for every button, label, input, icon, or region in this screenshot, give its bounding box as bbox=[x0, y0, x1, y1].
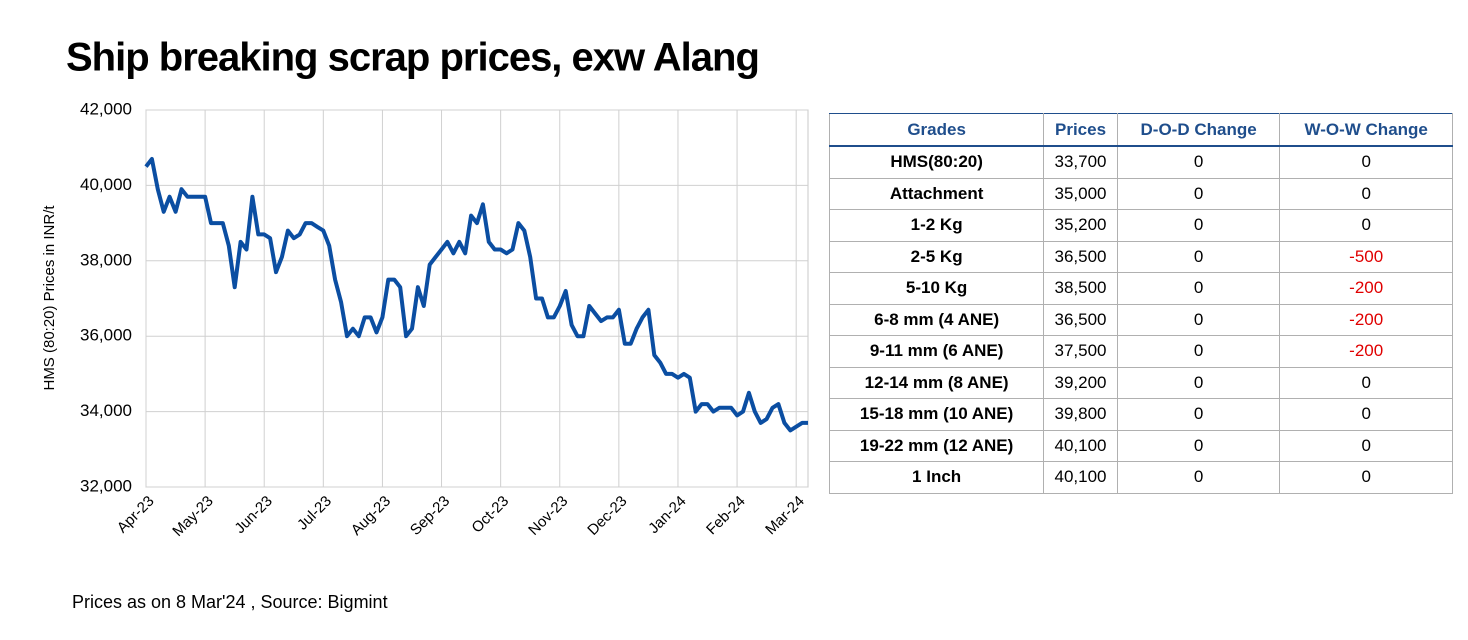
table-cell: 0 bbox=[1116, 177, 1281, 210]
header-cell: W-O-W Change bbox=[1279, 113, 1453, 147]
table-cell: 0 bbox=[1279, 461, 1453, 494]
table-row: 1-2 Kg 35,200 0 0 bbox=[828, 209, 1453, 242]
table-row: 1 Inch 40,100 0 0 bbox=[828, 461, 1453, 494]
table-cell: 38,500 bbox=[1043, 272, 1118, 305]
y-axis-label: HMS (80:20) Prices in INR/t bbox=[41, 205, 58, 391]
x-tick-label: Oct-23 bbox=[468, 493, 512, 537]
y-tick-label: 32,000 bbox=[80, 476, 132, 495]
table-cell: 33,700 bbox=[1043, 145, 1118, 179]
table-cell: 36,500 bbox=[1043, 240, 1118, 273]
table-cell: 6-8 mm (4 ANE) bbox=[828, 303, 1045, 336]
header-row: Grades Prices D-O-D Change W-O-W Change bbox=[828, 113, 1453, 147]
y-tick-label: 38,000 bbox=[80, 250, 132, 269]
table-cell: -200 bbox=[1279, 303, 1453, 336]
y-tick-label: 34,000 bbox=[80, 401, 132, 420]
table-cell: 0 bbox=[1279, 429, 1453, 462]
table-cell: 15-18 mm (10 ANE) bbox=[828, 398, 1045, 431]
table-cell: 0 bbox=[1279, 366, 1453, 399]
table-cell: 0 bbox=[1116, 303, 1281, 336]
table-row: 15-18 mm (10 ANE) 39,800 0 0 bbox=[828, 398, 1453, 431]
table-cell: 1 Inch bbox=[828, 461, 1045, 494]
table-cell: 0 bbox=[1279, 145, 1453, 179]
table-cell: 0 bbox=[1279, 209, 1453, 242]
table-cell: 0 bbox=[1116, 429, 1281, 462]
table-cell: -200 bbox=[1279, 335, 1453, 368]
table-cell: 0 bbox=[1116, 335, 1281, 368]
price-table: Grades Prices D-O-D Change W-O-W Change HMS(… bbox=[828, 113, 1453, 494]
table-cell: 39,200 bbox=[1043, 366, 1118, 399]
table-cell: 5-10 Kg bbox=[828, 272, 1045, 305]
x-tick-label: Jul-23 bbox=[294, 493, 335, 534]
x-tick-label: Mar-24 bbox=[762, 493, 808, 539]
table-cell: -500 bbox=[1279, 240, 1453, 273]
header-cell: D-O-D Change bbox=[1116, 113, 1281, 147]
table-cell: 19-22 mm (12 ANE) bbox=[828, 429, 1045, 462]
table-cell: 0 bbox=[1279, 398, 1453, 431]
table-cell: 0 bbox=[1116, 398, 1281, 431]
table-cell: 0 bbox=[1116, 366, 1281, 399]
y-tick-label: 36,000 bbox=[80, 326, 132, 345]
table-row: 2-5 Kg 36,500 0 -500 bbox=[828, 240, 1453, 273]
price-line bbox=[144, 157, 808, 433]
table-row: 12-14 mm (8 ANE) 39,200 0 0 bbox=[828, 366, 1453, 399]
x-tick-label: Dec-23 bbox=[584, 493, 630, 539]
table-row: 5-10 Kg 38,500 0 -200 bbox=[828, 272, 1453, 305]
table-cell: HMS(80:20) bbox=[828, 145, 1045, 179]
header-cell: Grades bbox=[828, 113, 1045, 147]
table-row: Attachment 35,000 0 0 bbox=[828, 177, 1453, 210]
table-cell: 36,500 bbox=[1043, 303, 1118, 336]
x-tick-label: Jan-24 bbox=[645, 493, 689, 537]
table-cell: 40,100 bbox=[1043, 429, 1118, 462]
x-tick-label: Jun-23 bbox=[231, 493, 275, 537]
x-tick-label: Nov-23 bbox=[525, 493, 571, 539]
table-cell: 39,800 bbox=[1043, 398, 1118, 431]
table-cell: 12-14 mm (8 ANE) bbox=[828, 366, 1045, 399]
table-cell: 40,100 bbox=[1043, 461, 1118, 494]
table-row: 6-8 mm (4 ANE) 36,500 0 -200 bbox=[828, 303, 1453, 336]
table-row: HMS(80:20) 33,700 0 0 bbox=[828, 145, 1453, 179]
table-cell: 35,200 bbox=[1043, 209, 1118, 242]
table-cell: 2-5 Kg bbox=[828, 240, 1045, 273]
x-tick-label: Feb-24 bbox=[703, 493, 749, 539]
table-cell: 0 bbox=[1116, 209, 1281, 242]
table-cell: 0 bbox=[1116, 145, 1281, 179]
table-cell: 37,500 bbox=[1043, 335, 1118, 368]
y-tick-label: 40,000 bbox=[80, 175, 132, 194]
x-tick-label: May-23 bbox=[169, 493, 216, 540]
x-tick-label: Aug-23 bbox=[348, 493, 394, 539]
header-cell: Prices bbox=[1043, 113, 1118, 147]
table-cell: 9-11 mm (6 ANE) bbox=[828, 335, 1045, 368]
chart-title: Ship breaking scrap prices, exw Alang bbox=[66, 36, 759, 80]
table-row: 9-11 mm (6 ANE) 37,500 0 -200 bbox=[828, 335, 1453, 368]
table-cell: 1-2 Kg bbox=[828, 209, 1045, 242]
table-cell: 35,000 bbox=[1043, 177, 1118, 210]
x-tick-label: Apr-23 bbox=[114, 493, 158, 537]
table-cell: Attachment bbox=[828, 177, 1045, 210]
y-tick-label: 42,000 bbox=[80, 99, 132, 118]
table-row: 19-22 mm (12 ANE) 40,100 0 0 bbox=[828, 429, 1453, 462]
x-tick-label: Sep-23 bbox=[407, 493, 453, 539]
footnote: Prices as on 8 Mar'24 , Source: Bigmint bbox=[72, 592, 388, 612]
table-cell: 0 bbox=[1116, 272, 1281, 305]
table-cell: 0 bbox=[1116, 240, 1281, 273]
table-cell: -200 bbox=[1279, 272, 1453, 305]
plot-area bbox=[145, 109, 809, 488]
table-cell: 0 bbox=[1116, 461, 1281, 494]
table-cell: 0 bbox=[1279, 177, 1453, 210]
